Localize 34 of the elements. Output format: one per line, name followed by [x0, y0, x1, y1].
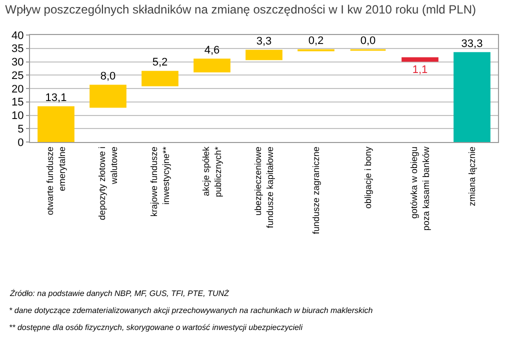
text: * dane dotyczące zdematerializowanych akcji przechowywanych na rachunkach w biurach maklerskich — [9, 306, 374, 315]
text: ** dostępne dla osób fizycznych, skorygowane o wartość inwestycji ubezpieczycieli — [9, 323, 303, 332]
data-label: 0,2 — [308, 34, 324, 47]
y-tick-label: 20 — [12, 83, 24, 96]
y-tick-label: 10 — [12, 110, 24, 122]
x-tick-label: obligacje i bony — [362, 146, 373, 209]
data-label: 33,3 — [461, 38, 483, 50]
x-tick-label: otwarte fundusze emerytalne — [45, 146, 67, 216]
y-tick-label: 25 — [12, 70, 24, 82]
bar — [142, 70, 178, 86]
data-label: 5,2 — [152, 56, 168, 69]
bar — [454, 52, 490, 142]
bar — [402, 57, 438, 62]
data-label: 0,0 — [360, 34, 376, 47]
x-tick-label: fundusze zagraniczne — [310, 146, 321, 234]
y-tick-label: 30 — [12, 56, 24, 69]
text: Źródło: na podstawie danych NBP, MF, GUS, TFI, PTE, TUNŻ — [9, 289, 230, 298]
x-tick-label: depozyty złotowe i walutowe — [97, 146, 119, 220]
bar — [194, 58, 230, 72]
bar — [90, 84, 126, 108]
data-label: 4,6 — [204, 44, 220, 56]
y-tick-label: 35 — [12, 43, 24, 56]
bar — [246, 50, 282, 60]
data-label: 13,1 — [45, 92, 67, 104]
data-label: 1,1 — [412, 64, 428, 76]
data-label: 3,3 — [256, 36, 272, 48]
bar — [38, 106, 74, 142]
y-tick-label: 0 — [18, 136, 24, 149]
chart-title: Wpływ poszczególnych składników na zmianę oszczędności w I kw 2010 roku (mld PLN) — [5, 2, 476, 17]
y-tick-label: 5 — [18, 123, 24, 136]
y-tick-label: 40 — [12, 30, 24, 42]
data-label: 8,0 — [100, 70, 116, 83]
x-tick-label: zmiana łącznie — [466, 146, 477, 206]
y-tick-label: 15 — [12, 96, 24, 109]
